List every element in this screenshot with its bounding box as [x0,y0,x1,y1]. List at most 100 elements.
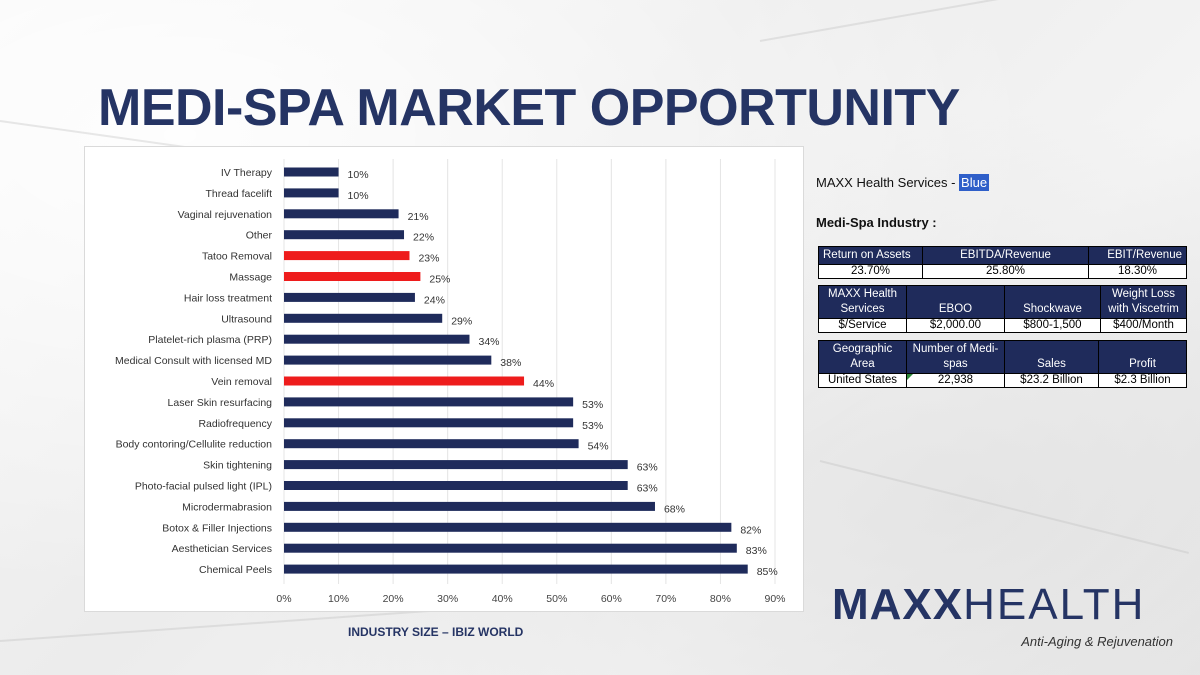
table-cell: 25.80% [922,264,1089,279]
table-cell: United States [818,373,907,388]
bar [284,460,628,470]
marble-vein [819,460,1189,554]
table-header-row: Return on Assets EBITDA/Revenue EBIT/Rev… [818,246,1187,265]
value-label: 82% [740,524,761,536]
maxx-health-logo: MAXXHEALTH Anti-Aging & Rejuvenation [832,582,1177,652]
table-cell: $2,000.00 [906,318,1005,333]
logo-health: HEALTH [963,580,1146,629]
value-label: 85% [757,566,778,578]
table-cell: $800-1,500 [1004,318,1101,333]
x-tick-label: 70% [655,593,676,605]
bar [284,355,492,365]
table-cell: $/Service [818,318,907,333]
category-label: Massage [229,272,272,284]
bar-chart: 0% 10% 20% 30% 40% 50% 60% 70% 80% 90% IV Therapy 1… [115,159,786,605]
category-label: Hair loss treatment [184,292,272,304]
bar [284,313,443,323]
x-tick-label: 0% [276,593,291,605]
chart-caption: INDUSTRY SIZE – IBIZ WORLD [348,625,524,639]
table-header-cell: Geographic Area [818,340,907,374]
table-header-cell: Profit [1098,340,1187,374]
table-header-cell: Return on Assets [818,246,923,265]
bar [284,564,748,574]
bar [284,522,732,532]
logo-tagline: Anti-Aging & Rejuvenation [1021,634,1173,649]
maxx-color-value: Blue [959,174,990,191]
category-label: Thread facelift [205,188,272,200]
value-label: 54% [588,441,609,453]
value-label: 21% [408,211,429,223]
table-header-cell: MAXX Health Services [818,285,907,319]
table-header-cell: Sales [1004,340,1099,374]
category-label: Tatoo Removal [202,251,272,263]
bar [284,188,339,198]
logo-maxx: MAXX [832,580,964,629]
table-cell: 22,938 [906,373,1005,388]
market-table: Geographic Area Number of Medi-spas Sale… [818,340,1187,388]
table-cell: $2.3 Billion [1098,373,1187,388]
value-label: 53% [582,420,603,432]
category-label: IV Therapy [221,167,273,179]
x-tick-label: 40% [492,593,513,605]
table-row: United States 22,938 $23.2 Billion $2.3 … [818,373,1187,388]
table-cell: 23.70% [818,264,923,279]
x-tick-label: 90% [764,593,785,605]
bar [284,501,655,511]
table-cell: $400/Month [1100,318,1187,333]
category-label: Aesthetician Services [172,543,272,555]
bar [284,418,574,428]
value-label: 63% [637,483,658,495]
bar [284,209,399,219]
value-label: 38% [500,357,521,369]
value-label: 29% [451,315,472,327]
table-header-cell: Weight Loss with Viscetrim [1100,285,1187,319]
category-label: Microdermabrasion [182,501,272,513]
category-label: Botox & Filler Injections [162,522,272,534]
table-header-cell: EBIT/Revenue [1088,246,1187,265]
x-tick-label: 50% [546,593,567,605]
table-header-row: Geographic Area Number of Medi-spas Sale… [818,340,1187,374]
bar-highlighted [284,376,525,386]
category-label: Body contoring/Cellulite reduction [116,439,273,451]
logo-wordmark: MAXXHEALTH [832,582,1177,628]
category-label: Medical Consult with licensed MD [115,355,272,367]
bar [284,397,574,407]
bar [284,543,737,553]
value-label: 22% [413,232,434,244]
maxx-color-note: MAXX Health Services - Blue [816,174,990,191]
bar [284,334,470,344]
category-label: Platelet-rich plasma (PRP) [148,334,272,346]
bar [284,167,339,177]
table-cell: $23.2 Billion [1004,373,1099,388]
category-label: Radiofrequency [198,418,272,430]
table-row: 23.70% 25.80% 18.30% [818,264,1187,279]
value-label: 68% [664,503,685,515]
chart-panel: 0% 10% 20% 30% 40% 50% 60% 70% 80% 90% IV Therapy 1… [84,146,804,612]
table-header-cell: Shockwave [1004,285,1101,319]
bar [284,230,405,240]
marble-vein [759,0,1194,42]
table-header-cell: EBITDA/Revenue [922,246,1089,265]
category-label: Vaginal rejuvenation [178,209,273,221]
bar-highlighted [284,251,410,261]
category-label: Other [246,230,273,242]
table-header-cell: EBOO [906,285,1005,319]
value-label: 10% [348,190,369,202]
maxx-color-prefix: MAXX Health Services - [816,175,960,190]
bar [284,292,415,302]
returns-table: Return on Assets EBITDA/Revenue EBIT/Rev… [818,246,1187,279]
value-label: 63% [637,462,658,474]
bar [284,439,579,449]
services-table: MAXX Health Services EBOO Shockwave Weig… [818,285,1187,333]
category-label: Ultrasound [221,313,272,325]
bar-highlighted [284,272,421,281]
category-label: Skin tightening [203,460,272,472]
x-tick-label: 30% [437,593,458,605]
value-label: 34% [478,336,499,348]
industry-heading: Medi-Spa Industry : [816,215,937,230]
category-label: Laser Skin resurfacing [168,397,273,409]
table-cell: 18.30% [1088,264,1187,279]
category-label: Chemical Peels [199,564,272,576]
x-tick-label: 80% [710,593,731,605]
category-label: Vein removal [211,376,272,388]
